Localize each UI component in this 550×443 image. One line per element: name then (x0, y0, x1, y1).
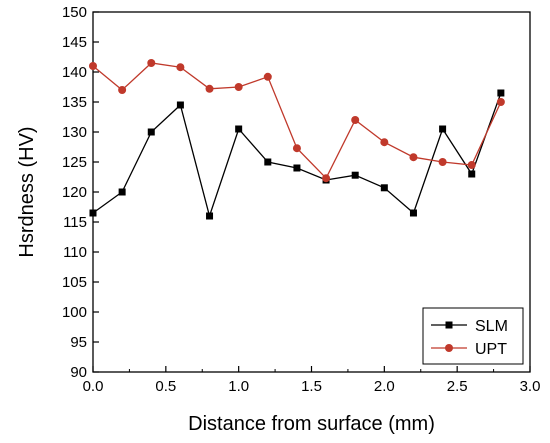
y-tick-label: 100 (62, 304, 87, 321)
y-tick-label: 130 (62, 124, 87, 141)
y-tick-label: 120 (62, 184, 87, 201)
data-point-upt (147, 59, 156, 67)
data-point-slm (235, 125, 243, 133)
x-tick-label: 0.5 (155, 378, 176, 395)
x-tick-label: 0.0 (83, 378, 104, 395)
y-axis-title: Hsrdness (HV) (16, 126, 38, 257)
data-point-upt (205, 84, 214, 93)
legend-marker-slm (445, 321, 453, 329)
data-point-upt (292, 144, 301, 153)
data-point-upt (351, 116, 360, 124)
x-tick-label: 2.0 (374, 378, 395, 395)
data-point-upt (409, 153, 418, 162)
data-point-upt (176, 63, 185, 72)
x-axis-ticks: 0.0 0.5 1.0 1.5 2.0 2.5 3.0 (83, 366, 541, 395)
data-point-slm (380, 184, 388, 192)
legend-label-upt: UPT (475, 341, 507, 358)
data-point-slm (409, 209, 417, 217)
data-point-upt (467, 161, 476, 169)
data-point-slm (264, 158, 272, 166)
data-point-slm (293, 164, 301, 172)
y-tick-label: 125 (62, 154, 87, 171)
data-point-upt (380, 138, 389, 147)
data-point-slm (497, 89, 505, 97)
y-tick-label: 140 (62, 64, 87, 81)
y-tick-label: 135 (62, 94, 87, 111)
data-point-upt (234, 83, 243, 91)
series-line-slm (92, 92, 502, 219)
y-tick-label: 145 (62, 34, 87, 51)
legend-label-slm: SLM (475, 318, 508, 335)
y-tick-label: 90 (70, 364, 87, 381)
series-slm (89, 89, 505, 220)
y-tick-label: 150 (62, 4, 87, 21)
y-axis-ticks: 90 95 100 105 110 115 120 125 130 135 140 145 150 (62, 4, 99, 381)
data-point-upt (263, 72, 272, 81)
series-layer (89, 59, 505, 220)
legend: SLM UPT (422, 307, 524, 365)
data-point-slm (89, 209, 97, 217)
y-tick-label: 115 (63, 214, 87, 231)
data-point-slm (439, 125, 447, 133)
data-point-upt (322, 174, 331, 183)
series-upt (89, 59, 505, 183)
legend-marker-upt (445, 344, 453, 352)
x-tick-label: 1.5 (301, 378, 322, 395)
data-point-upt (89, 62, 97, 70)
data-point-slm (468, 170, 476, 178)
x-tick-label: 3.0 (520, 378, 541, 395)
data-point-upt (118, 86, 127, 94)
x-tick-label: 1.0 (228, 378, 249, 395)
data-point-slm (147, 128, 155, 136)
x-tick-label: 2.5 (447, 378, 468, 395)
data-point-slm (351, 171, 359, 179)
data-point-slm (118, 188, 126, 196)
x-axis-title: Distance from surface (mm) (188, 413, 435, 435)
y-tick-label: 105 (62, 274, 87, 291)
data-point-upt (496, 98, 505, 106)
data-point-slm (176, 101, 184, 109)
y-tick-label: 95 (70, 334, 87, 351)
data-point-upt (438, 158, 447, 166)
legend-box (422, 307, 524, 365)
data-point-slm (206, 212, 214, 220)
y-tick-label: 110 (63, 244, 87, 261)
